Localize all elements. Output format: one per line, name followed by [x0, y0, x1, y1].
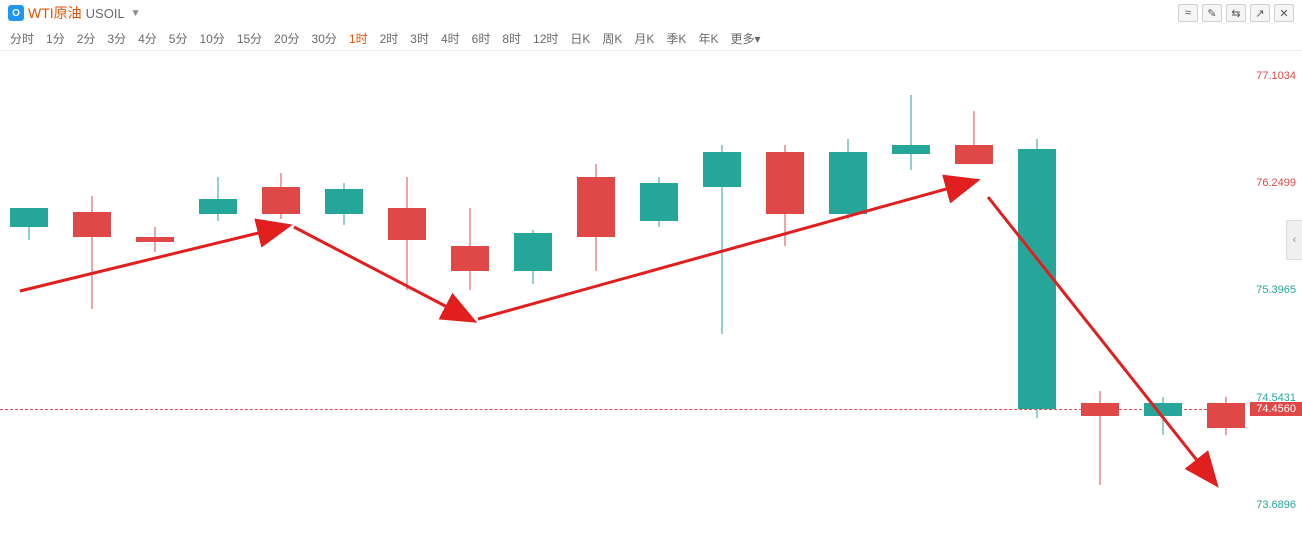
toolbar-right: ≈✎⇆↗✕: [1178, 4, 1294, 22]
timeframe-bar: 分时 1分 2分 3分 4分 5分 10分 15分 20分 30分 1时 2时 3时 4时 6时 8时 12时日…: [0, 26, 1302, 50]
collapse-panel-icon[interactable]: ‹: [1286, 220, 1302, 260]
timeframe-4分[interactable]: 4分: [138, 30, 157, 47]
y-axis-label: 76.2499: [1256, 177, 1296, 189]
timeframe-月K[interactable]: 月K: [634, 30, 654, 47]
timeframe-2时[interactable]: 2时: [380, 30, 399, 47]
timeframe-更多▾[interactable]: 更多▾: [730, 30, 760, 47]
y-axis-label: 77.1034: [1256, 70, 1296, 82]
trend-arrow: [478, 181, 975, 319]
y-axis-label: 75.3965: [1256, 284, 1296, 296]
trend-arrow: [294, 227, 472, 320]
tool-button-4[interactable]: ✕: [1274, 4, 1294, 22]
timeframe-1时[interactable]: 1时: [349, 30, 368, 47]
timeframe-20分[interactable]: 20分: [274, 30, 299, 47]
timeframe-周K[interactable]: 周K: [602, 30, 622, 47]
timeframe-1分[interactable]: 1分: [46, 30, 65, 47]
timeframe-2分[interactable]: 2分: [77, 30, 96, 47]
timeframe-8时[interactable]: 8时: [502, 30, 521, 47]
arrow-overlay: [0, 51, 1230, 554]
timeframe-日K[interactable]: 日K: [570, 30, 590, 47]
timeframe-3分[interactable]: 3分: [107, 30, 126, 47]
trend-arrow: [20, 226, 287, 291]
instrument-symbol: USOIL: [86, 6, 125, 21]
header-bar: O WTI原油 USOIL ▼ ≈✎⇆↗✕: [0, 0, 1302, 26]
tool-button-0[interactable]: ≈: [1178, 4, 1198, 22]
chevron-down-icon[interactable]: ▼: [131, 8, 141, 19]
timeframe-30分[interactable]: 30分: [312, 30, 337, 47]
timeframe-6时[interactable]: 6时: [472, 30, 491, 47]
trend-arrow: [988, 197, 1215, 483]
timeframe-15分[interactable]: 15分: [237, 30, 262, 47]
title-group[interactable]: O WTI原油 USOIL ▼: [8, 3, 141, 23]
instrument-name: WTI原油: [28, 3, 82, 23]
tool-button-3[interactable]: ↗: [1250, 4, 1270, 22]
timeframe-分时[interactable]: 分时: [10, 30, 34, 47]
logo-icon: O: [8, 5, 24, 21]
timeframe-3时[interactable]: 3时: [410, 30, 429, 47]
y-axis-label: 73.6896: [1256, 499, 1296, 511]
timeframe-10分[interactable]: 10分: [199, 30, 224, 47]
tool-button-1[interactable]: ✎: [1202, 4, 1222, 22]
current-price-tag: 74.4560: [1250, 402, 1302, 416]
timeframe-12时[interactable]: 12时: [533, 30, 558, 47]
timeframe-5分[interactable]: 5分: [169, 30, 188, 47]
timeframe-年K[interactable]: 年K: [698, 30, 718, 47]
timeframe-4时[interactable]: 4时: [441, 30, 460, 47]
chart-area[interactable]: 77.103476.249975.396574.543173.689674.45…: [0, 50, 1302, 553]
tool-button-2[interactable]: ⇆: [1226, 4, 1246, 22]
timeframe-季K[interactable]: 季K: [666, 30, 686, 47]
